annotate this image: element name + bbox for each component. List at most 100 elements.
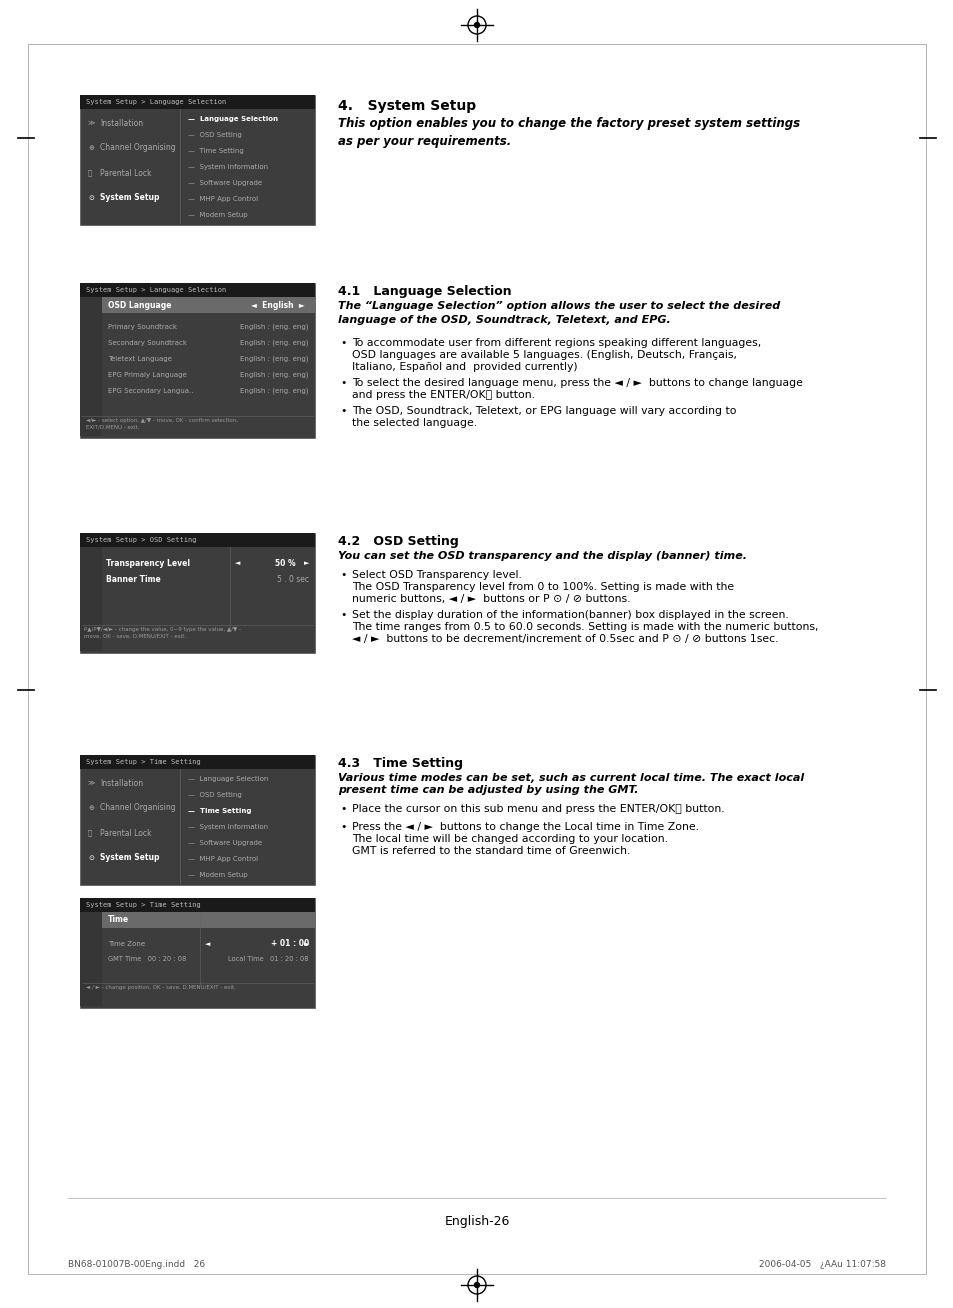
Text: ►: ► [303, 940, 309, 947]
Text: English : (eng. eng): English : (eng. eng) [240, 340, 309, 347]
Text: Set the display duration of the information(banner) box displayed in the screen.: Set the display duration of the informat… [352, 610, 788, 620]
Text: ◄ / ► - change position, OK - save, D.MENU/EXIT - exit.: ◄ / ► - change position, OK - save, D.ME… [86, 985, 235, 990]
Text: —  Language Selection: — Language Selection [188, 776, 268, 782]
Text: Channel Organising: Channel Organising [100, 803, 175, 812]
Text: ⊙: ⊙ [88, 195, 93, 201]
Circle shape [474, 22, 479, 27]
Text: —  Language Selection: — Language Selection [188, 116, 277, 122]
Text: The time ranges from 0.5 to 60.0 seconds. Setting is made with the numeric butto: The time ranges from 0.5 to 60.0 seconds… [352, 623, 818, 632]
Text: The OSD, Soundtrack, Teletext, or EPG language will vary according to: The OSD, Soundtrack, Teletext, or EPG la… [352, 405, 736, 416]
Text: ≫: ≫ [88, 120, 95, 126]
Text: English : (eng. eng): English : (eng. eng) [240, 387, 309, 394]
Text: ►: ► [303, 560, 309, 566]
Text: ⊕: ⊕ [88, 804, 93, 811]
Text: English-26: English-26 [444, 1215, 509, 1228]
Text: —  Software Upgrade: — Software Upgrade [188, 181, 262, 186]
Text: Local Time   01 : 20 : 08: Local Time 01 : 20 : 08 [229, 956, 309, 961]
Text: •: • [339, 610, 346, 620]
Text: •: • [339, 378, 346, 388]
Text: —  Time Setting: — Time Setting [188, 808, 252, 814]
Text: OSD languages are available 5 languages. (English, Deutsch, Français,: OSD languages are available 5 languages.… [352, 351, 737, 360]
Text: •: • [339, 337, 346, 348]
Text: ◄: ◄ [205, 940, 211, 947]
Text: The local time will be changed according to your location.: The local time will be changed according… [352, 835, 667, 844]
Text: —  Modem Setup: — Modem Setup [188, 872, 248, 878]
Text: EPG Primaly Language: EPG Primaly Language [108, 371, 187, 378]
Text: Installation: Installation [100, 778, 143, 787]
Text: OSD Language: OSD Language [108, 301, 172, 310]
Text: Secondary Soundtrack: Secondary Soundtrack [108, 340, 187, 347]
Text: English : (eng. eng): English : (eng. eng) [240, 324, 309, 330]
Text: Parental Lock: Parental Lock [100, 828, 152, 837]
Text: —  MHP App Control: — MHP App Control [188, 855, 258, 862]
Text: Channel Organising: Channel Organising [100, 144, 175, 153]
Text: —  OSD Setting: — OSD Setting [188, 132, 241, 139]
Text: EPG Secondary Langua..: EPG Secondary Langua.. [108, 388, 193, 394]
Text: ◄/► - select option, ▲/▼ - move, OK - confirm selection,
EXIT/D.MENU - exit.: ◄/► - select option, ▲/▼ - move, OK - co… [86, 419, 237, 429]
Text: To accommodate user from different regions speaking different languages,: To accommodate user from different regio… [352, 337, 760, 348]
Text: the selected language.: the selected language. [352, 419, 476, 428]
Text: System Setup > Time Setting: System Setup > Time Setting [86, 759, 200, 765]
Text: This option enables you to change the factory preset system settings
as per your: This option enables you to change the fa… [337, 116, 800, 148]
Text: —  Modem Setup: — Modem Setup [188, 212, 248, 218]
Text: Various time modes can be set, such as current local time. The exact local: Various time modes can be set, such as c… [337, 773, 803, 783]
Text: Primary Soundtrack: Primary Soundtrack [108, 324, 177, 330]
Text: 50 %: 50 % [274, 559, 295, 568]
Text: Press the ◄ / ►  buttons to change the Local time in Time Zone.: Press the ◄ / ► buttons to change the Lo… [352, 821, 699, 832]
Text: GMT Time   00 : 20 : 08: GMT Time 00 : 20 : 08 [108, 956, 186, 961]
Text: 4.3   Time Setting: 4.3 Time Setting [337, 757, 462, 770]
Bar [80, 755, 314, 769]
Text: 4.2   OSD Setting: 4.2 OSD Setting [337, 535, 458, 548]
Text: GMT is referred to the standard time of Greenwich.: GMT is referred to the standard time of … [352, 846, 630, 855]
Bar [80, 912, 102, 1006]
Bar [80, 283, 314, 438]
Text: 2006-04-05   ¿AAu 11:07:58: 2006-04-05 ¿AAu 11:07:58 [759, 1260, 885, 1269]
Text: —  System Information: — System Information [188, 164, 268, 170]
Text: Time Zone: Time Zone [108, 940, 145, 947]
Text: System Setup > Language Selection: System Setup > Language Selection [86, 286, 226, 293]
Text: You can set the OSD transparency and the display (banner) time.: You can set the OSD transparency and the… [337, 551, 746, 561]
Text: 🔒: 🔒 [88, 170, 92, 177]
Text: ◄ / ►  buttons to be decrement/increment of 0.5sec and P ⊙ / ⊘ buttons 1sec.: ◄ / ► buttons to be decrement/increment … [352, 634, 778, 644]
Circle shape [474, 1283, 479, 1287]
Bar [80, 532, 314, 653]
Text: Italiano, Español and  provided currently): Italiano, Español and provided currently… [352, 362, 577, 371]
Text: System Setup: System Setup [100, 854, 159, 862]
Text: 5 . 0 sec: 5 . 0 sec [276, 576, 309, 585]
Text: Teletext Language: Teletext Language [108, 356, 172, 362]
Text: 🔒: 🔒 [88, 829, 92, 836]
Text: To select the desired language menu, press the ◄ / ►  buttons to change language: To select the desired language menu, pre… [352, 378, 802, 388]
Bar [80, 283, 314, 297]
Text: ≫: ≫ [88, 780, 95, 786]
Bar [80, 95, 314, 109]
Text: ⊕: ⊕ [88, 145, 93, 150]
Text: —  Software Upgrade: — Software Upgrade [188, 840, 262, 846]
Text: P▲/P▼/◄/► - change the value, 0~9 type the value, ▲/▼ -
move, OK - save, D.MENU/: P▲/P▼/◄/► - change the value, 0~9 type t… [84, 627, 241, 638]
Text: The OSD Transparency level from 0 to 100%. Setting is made with the: The OSD Transparency level from 0 to 100… [352, 582, 734, 593]
Text: System Setup > Language Selection: System Setup > Language Selection [86, 99, 226, 105]
Text: English : (eng. eng): English : (eng. eng) [240, 371, 309, 378]
Bar [80, 899, 314, 912]
Bar [80, 899, 314, 1008]
Text: Installation: Installation [100, 119, 143, 127]
Text: —  OSD Setting: — OSD Setting [188, 793, 241, 798]
Bar [80, 755, 314, 886]
Bar [80, 547, 102, 651]
Bar [80, 297, 102, 436]
Text: numeric buttons, ◄ / ►  buttons or P ⊙ / ⊘ buttons.: numeric buttons, ◄ / ► buttons or P ⊙ / … [352, 594, 630, 604]
Text: Parental Lock: Parental Lock [100, 169, 152, 178]
Text: ◄  English  ►: ◄ English ► [251, 301, 305, 310]
Text: ⊙: ⊙ [88, 855, 93, 861]
Text: —  Time Setting: — Time Setting [188, 148, 244, 154]
Text: •: • [339, 570, 346, 579]
Bar [80, 532, 314, 547]
Text: ◄: ◄ [234, 560, 240, 566]
Bar [80, 95, 314, 225]
Text: —  MHP App Control: — MHP App Control [188, 196, 258, 201]
Text: The “Language Selection” option allows the user to select the desired
language o: The “Language Selection” option allows t… [337, 301, 780, 324]
Text: Banner Time: Banner Time [106, 576, 161, 585]
Text: BN68-01007B-00Eng.indd   26: BN68-01007B-00Eng.indd 26 [68, 1260, 205, 1269]
Text: —  System Information: — System Information [188, 824, 268, 831]
Text: Select OSD Transparency level.: Select OSD Transparency level. [352, 570, 521, 579]
Text: Time: Time [108, 916, 129, 925]
